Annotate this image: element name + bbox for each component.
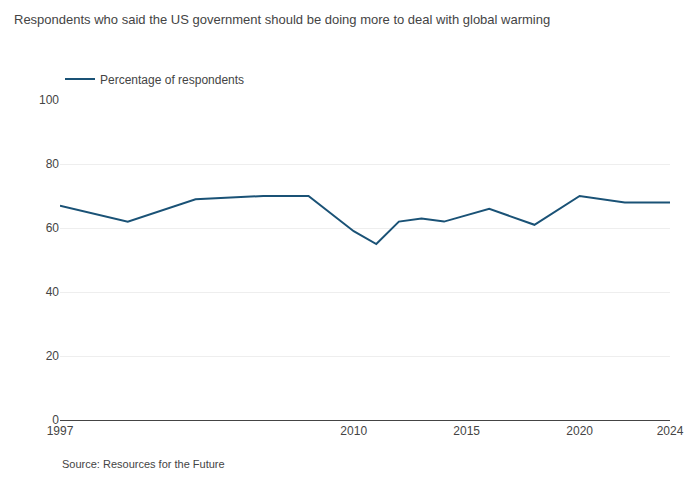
svg-text:2015: 2015 <box>453 424 480 438</box>
svg-text:1997: 1997 <box>47 424 74 438</box>
svg-text:20: 20 <box>46 349 60 363</box>
svg-text:80: 80 <box>46 157 60 171</box>
svg-text:Source: Resources for the Futu: Source: Resources for the Future <box>62 458 225 470</box>
svg-text:2010: 2010 <box>340 424 367 438</box>
svg-text:60: 60 <box>46 221 60 235</box>
svg-text:Percentage of respondents: Percentage of respondents <box>100 73 244 87</box>
svg-text:100: 100 <box>39 93 59 107</box>
svg-text:0: 0 <box>52 413 59 427</box>
svg-text:40: 40 <box>46 285 60 299</box>
svg-text:2020: 2020 <box>566 424 593 438</box>
svg-text:2024: 2024 <box>657 424 684 438</box>
svg-text:Respondents who said the US go: Respondents who said the US government s… <box>14 12 550 27</box>
